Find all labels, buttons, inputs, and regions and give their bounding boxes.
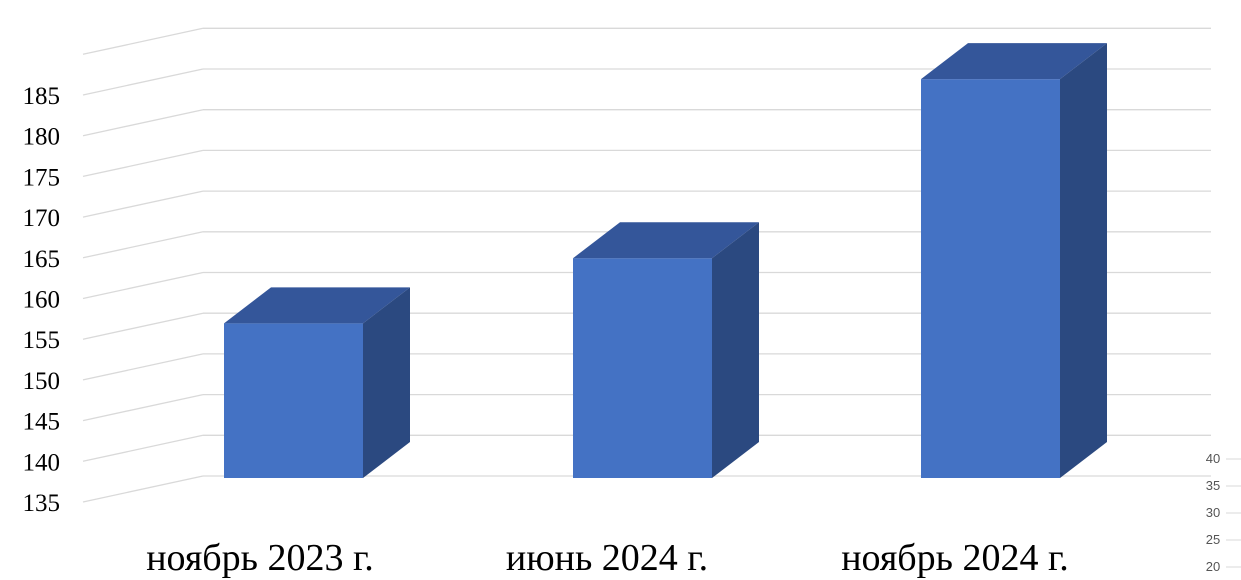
bar-top [921,43,1107,80]
gridline-side [82,27,204,55]
x-category-label: июнь 2024 г. [506,537,708,579]
mini-y-tick-label: 30 [1206,505,1220,520]
bar-front [573,258,712,478]
partial-chart-fragment: 40 35 30 25 20 [1206,451,1241,574]
y-tick-label: 165 [23,246,61,273]
y-tick-label: 180 [23,124,61,151]
y-axis-tick-labels: 135 140 145 150 155 160 165 170 175 180 185 [23,83,61,517]
gridline-side [82,475,204,503]
x-category-label: ноябрь 2023 г. [146,537,374,579]
x-category-label: ноябрь 2024 г. [841,537,1069,579]
y-tick-label: 170 [23,205,61,232]
bar-side [1060,43,1107,478]
gridline-side [82,231,204,259]
y-tick-label: 140 [23,449,61,476]
bars [224,43,1107,478]
gridline-side [82,434,204,462]
y-tick-label: 150 [23,368,61,395]
bar-front [921,79,1060,478]
gridline-side [82,393,204,422]
mini-y-tick-label: 20 [1206,559,1220,574]
y-tick-label: 145 [23,409,61,436]
bar-top [224,287,410,324]
x-axis-category-labels: ноябрь 2023 г. июнь 2024 г. ноябрь 2024 г. [146,537,1069,579]
y-tick-label: 175 [23,164,61,191]
y-tick-label: 155 [23,327,61,354]
bar [224,287,410,478]
bar-top [573,222,759,259]
y-tick-label: 160 [23,287,61,314]
mini-y-tick-label: 35 [1206,478,1220,493]
gridline-side [82,190,204,218]
bar-side [712,222,759,478]
gridline-side [82,353,204,381]
gridline-side [82,271,204,300]
mini-y-tick-label: 40 [1206,451,1220,466]
mini-y-tick-label: 25 [1206,532,1220,547]
bar [921,43,1107,478]
bar-front [224,323,363,478]
y-tick-label: 185 [23,83,61,110]
gridline-side [82,149,204,178]
gridline-side [82,109,204,137]
bar-side [363,287,410,478]
bar [573,222,759,478]
gridline-side [82,68,204,96]
y-tick-label: 135 [23,490,61,517]
gridline-side [82,312,204,340]
